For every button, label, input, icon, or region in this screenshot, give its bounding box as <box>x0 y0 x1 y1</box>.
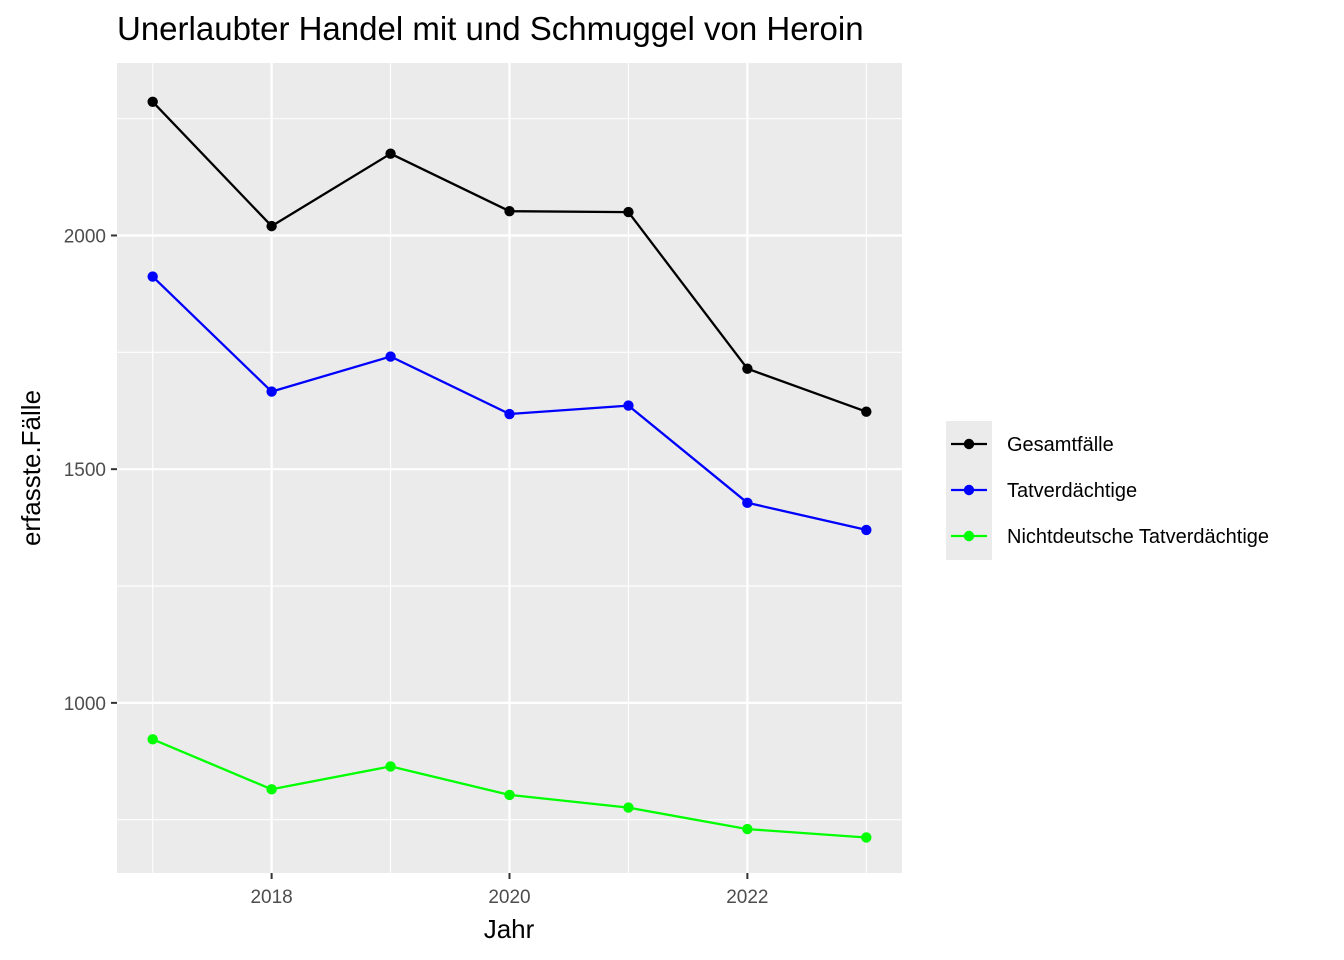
series-3-point <box>623 802 634 813</box>
series-1-point <box>742 363 753 374</box>
series-3-point <box>385 761 396 772</box>
x-tick-label: 2020 <box>488 887 530 908</box>
y-tick-label: 2000 <box>64 226 106 247</box>
y-axis: 1000 1500 2000 <box>64 226 117 715</box>
chart-title: Unerlaubter Handel mit und Schmuggel von… <box>117 10 864 47</box>
series-1-point <box>861 406 872 417</box>
series-layer <box>147 96 872 843</box>
x-axis-title: Jahr <box>484 914 535 944</box>
major-gridlines <box>117 63 902 873</box>
series-2-point <box>385 351 396 362</box>
legend: Gesamtfälle Tatverdächtige Nichtdeutsche T… <box>946 421 1269 560</box>
series-3-point <box>742 823 753 835</box>
series-3-point <box>504 789 515 801</box>
series-1-point <box>504 205 515 217</box>
series-2-point <box>742 497 753 509</box>
y-tick-label: 1500 <box>64 460 106 481</box>
series-3-point <box>266 784 277 795</box>
series-1-point <box>623 206 634 218</box>
series-2-point <box>861 524 872 536</box>
legend-label: Nichtdeutsche Tatverdächtige <box>1007 526 1269 548</box>
x-axis: 2018 2020 2022 <box>250 873 769 908</box>
series-1-point <box>266 220 277 232</box>
series-1-point <box>385 148 396 159</box>
y-tick-label: 1000 <box>64 694 106 715</box>
series-2-point <box>623 400 634 411</box>
legend-label: Gesamtfälle <box>1007 434 1114 456</box>
series-2-point <box>147 271 158 282</box>
legend-key-point <box>963 438 975 450</box>
series-3-point <box>861 832 872 843</box>
legend-label: Tatverdächtige <box>1007 480 1137 502</box>
series-2-point <box>266 386 277 397</box>
y-axis-title: erfasste.Fälle <box>16 390 46 546</box>
legend-key-point <box>963 530 975 542</box>
legend-key-point <box>963 484 975 496</box>
series-3-point <box>147 734 158 745</box>
x-tick-label: 2022 <box>726 887 768 908</box>
series-2-point <box>504 408 515 420</box>
series-1-point <box>147 96 158 107</box>
x-tick-label: 2018 <box>250 887 292 908</box>
